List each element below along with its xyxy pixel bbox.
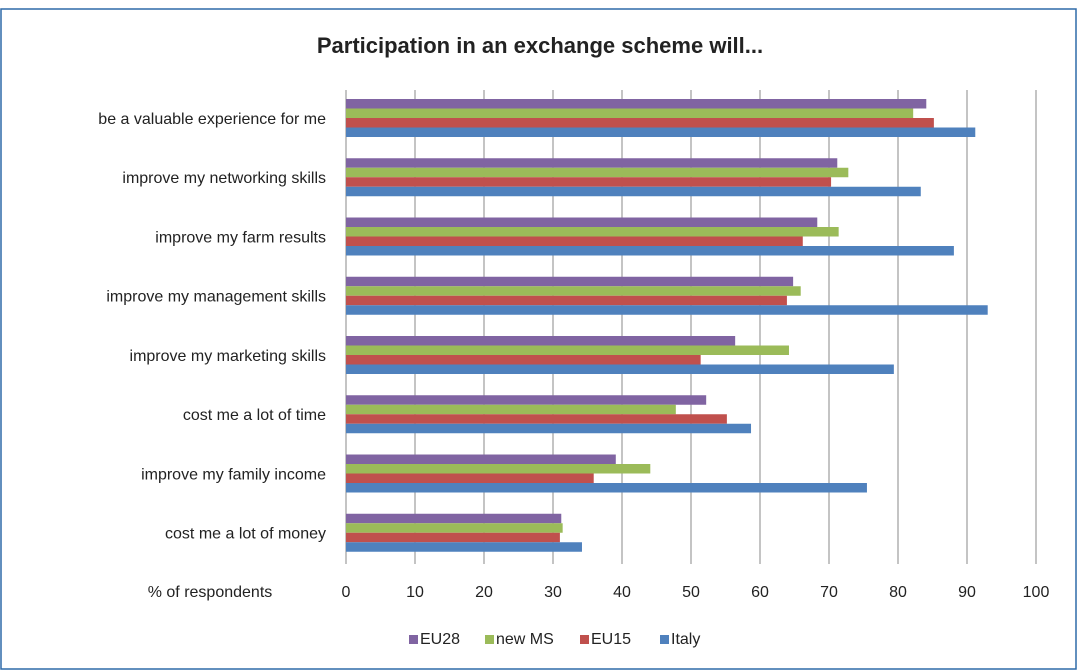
- bar: [346, 404, 676, 415]
- x-tick-label: 30: [544, 584, 562, 601]
- bar: [346, 246, 954, 256]
- bar: [346, 336, 736, 346]
- bar: [346, 423, 752, 434]
- bar: [346, 513, 562, 524]
- x-tick-label: 10: [406, 584, 424, 601]
- bar: [346, 227, 839, 237]
- bar: [346, 167, 849, 178]
- bar: [346, 217, 818, 227]
- legend-label: Italy: [671, 631, 700, 648]
- y-tick-label: improve my management skills: [106, 289, 326, 306]
- bar: [346, 483, 867, 493]
- bar: [346, 158, 838, 168]
- x-tick-label: 20: [475, 584, 493, 601]
- legend-swatch: [660, 635, 669, 644]
- bar: [346, 395, 707, 405]
- bar: [346, 186, 921, 197]
- y-tick-label: improve my family income: [141, 466, 326, 483]
- x-tick-label: 100: [1023, 584, 1050, 601]
- bar: [346, 127, 976, 137]
- bar: [346, 286, 801, 296]
- bar: [346, 99, 927, 109]
- y-tick-label: improve my marketing skills: [130, 348, 326, 365]
- x-tick-label: 60: [751, 584, 769, 601]
- legend-swatch: [485, 635, 494, 644]
- bar: [346, 532, 560, 543]
- legend-label: EU28: [420, 631, 460, 648]
- bar: [346, 355, 701, 365]
- x-tick-label: 70: [820, 584, 838, 601]
- bar: [346, 108, 914, 118]
- y-tick-label: cost me a lot of money: [165, 526, 326, 543]
- bar: [346, 542, 582, 552]
- x-tick-label: 40: [613, 584, 631, 601]
- y-tick-label: cost me a lot of time: [183, 407, 326, 424]
- y-tick-label: improve my networking skills: [122, 170, 326, 187]
- bar: [346, 454, 616, 464]
- y-tick-label: be a valuable experience for me: [98, 111, 326, 128]
- bar: [346, 236, 803, 246]
- bar: [346, 118, 934, 128]
- bar: [346, 177, 832, 187]
- bar: [346, 414, 727, 424]
- bar: [346, 473, 594, 483]
- bar: [346, 295, 787, 306]
- y-tick-label: improve my farm results: [155, 229, 326, 246]
- x-tick-label: 90: [958, 584, 976, 601]
- x-axis-label: % of respondents: [148, 584, 273, 601]
- x-tick-label: 80: [889, 584, 907, 601]
- bar: [346, 345, 789, 355]
- legend-swatch: [409, 635, 418, 644]
- bar: [346, 523, 563, 533]
- bar: [346, 364, 894, 374]
- bar: [346, 464, 651, 474]
- x-tick-label: 0: [342, 584, 351, 601]
- legend-label: EU15: [591, 631, 631, 648]
- x-tick-label: 50: [682, 584, 700, 601]
- legend-label: new MS: [496, 631, 554, 648]
- bar: [346, 276, 794, 287]
- legend-swatch: [580, 635, 589, 644]
- chart-title: Participation in an exchange scheme will…: [317, 33, 763, 58]
- bar: [346, 305, 988, 315]
